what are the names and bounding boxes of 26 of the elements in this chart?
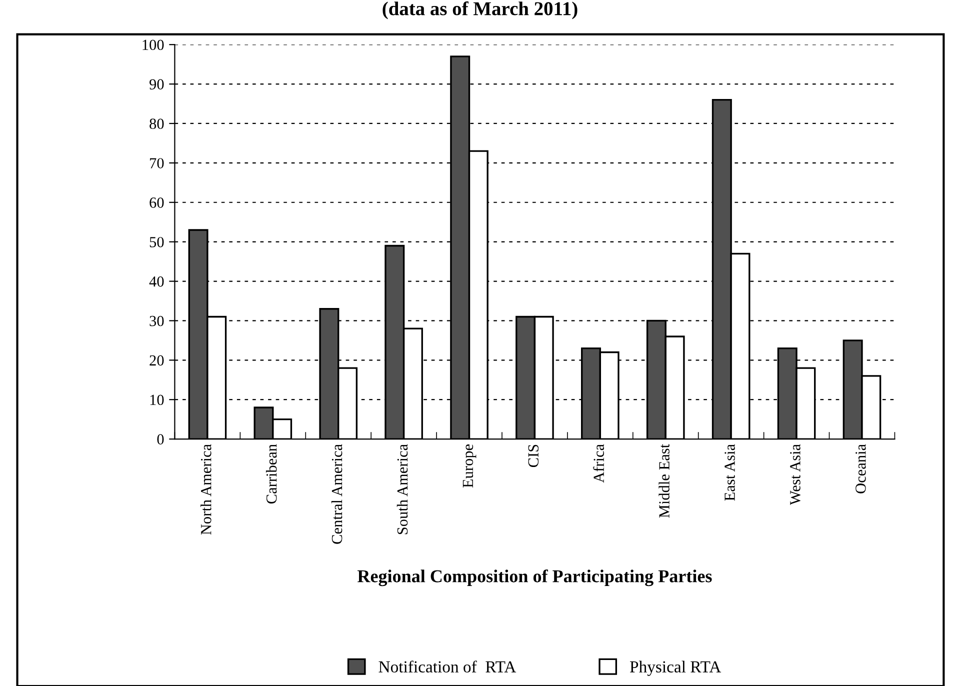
legend-label: Physical RTA <box>630 660 722 676</box>
x-tick-label: Europe <box>462 444 476 488</box>
y-tick-label: 10 <box>150 394 164 406</box>
y-tick-label: 100 <box>142 40 164 50</box>
x-axis-title: Regional Composition of Participating Parties <box>358 569 712 586</box>
chart-title: (data as of March 2011) <box>382 1 578 20</box>
x-tick-label: Middle East <box>658 444 670 518</box>
x-tick-label: CIS <box>528 444 539 468</box>
x-tick-label: Africa <box>593 444 604 483</box>
y-tick-label: 60 <box>150 198 164 208</box>
y-tick-label: 20 <box>150 355 164 366</box>
y-tick-label: 0 <box>157 434 164 444</box>
y-tick-label: 50 <box>150 236 164 248</box>
legend-label: Notification of RTA <box>378 660 516 672</box>
x-tick-label: North America <box>200 444 212 535</box>
x-tick-label: Oceania <box>856 444 866 494</box>
x-tick-label: Central America <box>331 444 342 544</box>
y-tick-label: 40 <box>149 276 164 287</box>
x-tick-label: Carribean <box>266 444 277 504</box>
y-tick-label: 90 <box>150 79 164 90</box>
y-tick-label: 80 <box>150 118 164 129</box>
y-tick-label: 30 <box>150 316 164 326</box>
x-tick-label: South America <box>396 444 408 534</box>
x-tick-label: East Asia <box>724 444 735 501</box>
x-tick-label: West Asia <box>790 444 800 506</box>
y-tick-label: 70 <box>150 158 164 168</box>
